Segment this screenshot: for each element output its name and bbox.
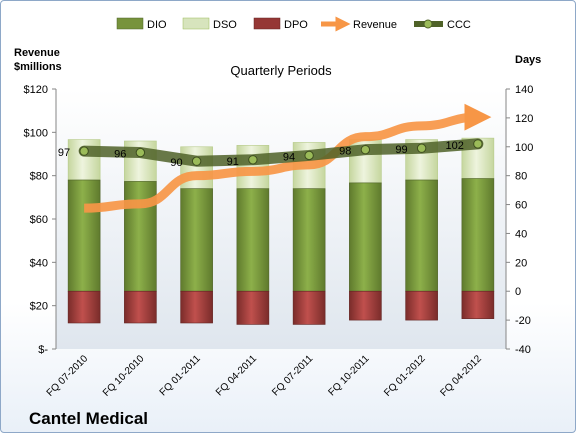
dio-bar xyxy=(405,179,438,292)
legend-swatch-dpo xyxy=(253,17,281,30)
left-axis-ticks: $- $20 $40 $60 $80 $100 $120 xyxy=(24,84,56,356)
dpo-bar xyxy=(180,290,213,324)
company-name: Cantel Medical xyxy=(29,409,148,428)
dio-bar xyxy=(349,182,382,292)
ccc-data-label: 98 xyxy=(339,146,351,158)
right-tick-label: 20 xyxy=(515,257,527,269)
ccc-point xyxy=(135,147,146,158)
legend-label-ccc: CCC xyxy=(447,19,471,31)
right-tick-label: 120 xyxy=(515,113,533,125)
left-tick-label: $120 xyxy=(24,84,48,96)
legend-swatch-ccc-marker xyxy=(423,19,433,29)
right-tick-label: 100 xyxy=(515,142,533,154)
ccc-point xyxy=(304,150,314,161)
dio-bar xyxy=(180,188,213,292)
left-axis-title-line2: $millions xyxy=(14,61,62,73)
dio-bar xyxy=(292,188,326,292)
x-axis-labels: FQ 07-2010 FQ 10-2010 FQ 01-2011 FQ 04-2011… xyxy=(45,353,485,399)
x-category-label: FQ 07-2011 xyxy=(270,353,315,398)
ccc-series: 97 96 90 91 94 98 99 102 xyxy=(58,138,484,169)
left-tick-label: $80 xyxy=(30,171,48,183)
legend: DIO DSO DPO Revenue CCC xyxy=(116,16,471,32)
ccc-point xyxy=(79,146,89,156)
ccc-data-label: 97 xyxy=(58,147,70,159)
dio-bar xyxy=(67,179,101,292)
dpo-bar xyxy=(292,290,326,325)
ccc-point xyxy=(191,156,202,166)
ccc-data-label: 91 xyxy=(227,156,239,168)
legend-swatch-dso xyxy=(182,17,210,30)
ccc-point xyxy=(248,155,258,165)
dio-bar xyxy=(461,178,495,292)
dpo-bar xyxy=(349,290,382,321)
chart-title: Quarterly Periods xyxy=(230,63,332,78)
left-axis-title-line1: Revenue xyxy=(14,47,60,59)
dio-bar xyxy=(236,188,270,292)
x-category-label: FQ 07-2010 xyxy=(45,353,91,399)
x-category-label: FQ 01-2011 xyxy=(158,353,203,398)
ccc-point xyxy=(360,144,371,155)
ccc-point xyxy=(416,143,427,153)
left-tick-label: $100 xyxy=(24,127,48,139)
right-tick-label: 80 xyxy=(515,171,527,183)
dpo-bar xyxy=(124,290,157,324)
legend-swatch-dio xyxy=(116,17,144,30)
right-axis-title: Days xyxy=(515,54,541,66)
x-category-label: FQ 10-2010 xyxy=(101,353,147,399)
dpo-bar xyxy=(236,290,270,325)
right-tick-label: 140 xyxy=(515,84,533,96)
ccc-data-label: 90 xyxy=(170,157,182,169)
ccc-data-label: 94 xyxy=(283,151,295,163)
right-tick-label: 40 xyxy=(515,228,527,240)
dpo-bar xyxy=(67,290,101,324)
dpo-bar xyxy=(461,290,495,319)
left-tick-label: $20 xyxy=(30,301,48,313)
right-axis-ticks: -40 -20 0 20 40 60 80 100 120 140 xyxy=(506,84,533,356)
ccc-point xyxy=(473,139,483,149)
x-category-label: FQ 04-2012 xyxy=(438,353,484,399)
legend-label-dso: DSO xyxy=(213,19,237,31)
left-tick-label: $40 xyxy=(30,257,48,269)
ccc-line xyxy=(78,138,484,167)
x-category-label: FQ 10-2011 xyxy=(327,353,372,398)
ccc-data-label: 102 xyxy=(446,140,464,152)
right-tick-label: -40 xyxy=(515,344,531,356)
legend-label-revenue: Revenue xyxy=(353,19,397,31)
revenue-line xyxy=(84,103,492,213)
right-tick-label: 60 xyxy=(515,200,527,212)
ccc-data-label: 96 xyxy=(114,149,126,161)
x-category-label: FQ 04-2011 xyxy=(214,353,259,398)
legend-label-dpo: DPO xyxy=(284,19,308,31)
right-tick-label: -20 xyxy=(515,315,531,327)
revenue-series xyxy=(84,103,492,213)
dso-bar xyxy=(180,146,213,189)
x-category-label: FQ 01-2012 xyxy=(382,353,428,399)
left-tick-label: $60 xyxy=(30,214,48,226)
left-tick-label: $- xyxy=(38,344,48,356)
right-tick-label: 0 xyxy=(515,286,521,298)
ccc-data-label: 99 xyxy=(395,144,407,156)
legend-label-dio: DIO xyxy=(147,19,167,31)
dpo-bar xyxy=(405,290,438,321)
